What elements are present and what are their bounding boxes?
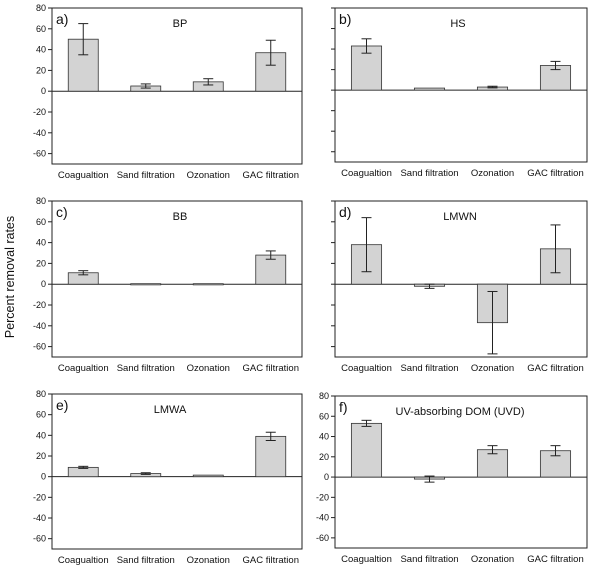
panel-c-ytick-label: 80 [36,196,46,206]
panel-f-bar [350,422,383,478]
panel-c-ytick-label: 60 [36,217,46,227]
panel-e-category-label: Sand filtration [117,555,175,566]
panel-b-title: HS [450,18,465,30]
panel-c-ytick-label: 40 [36,238,46,248]
panel-c-bar [130,283,162,286]
panel-e-category-label: Ozonation [187,555,230,566]
panel-b-category-label: Ozonation [471,168,514,179]
panel-c-bar [192,283,224,286]
panel-b-frame [334,7,588,163]
panel-a-ytick-label: 40 [36,45,46,55]
panel-c-ytick-label: 20 [36,258,46,268]
panel-e: 80 60 40 20 0 -20 -40 -60 Coagualtion Sand filtra… [33,389,303,566]
panel-f-category-label: GAC filtration [527,554,584,565]
panel-a-category-label: GAC filtration [243,170,300,181]
panel-d-frame [334,200,588,358]
panel-a-category-label: Sand filtration [117,170,175,181]
panel-d-category-label: GAC filtration [527,363,584,374]
panel-e-ytick-label: 0 [41,472,46,482]
panel-f-ytick-label: 60 [319,411,329,421]
panel-c: 80 60 40 20 0 -20 -40 -60 Coagualtion Sand filtra… [33,196,303,374]
panel-f-ytick-label: 0 [324,472,329,482]
panel-f-ytick-label: -40 [316,513,329,523]
panel-e-title: LMWA [154,404,187,416]
panel-f-title: UV-absorbing DOM (UVD) [396,406,525,418]
panel-e-ytick-label: 80 [36,389,46,399]
panel-f-ytick-label: 80 [319,391,329,401]
panel-a-ytick-label: -60 [33,149,46,159]
panel-b-category-label: Sand filtration [400,168,458,179]
panel-f-ytick-label: -20 [316,492,329,502]
panel-e-letter: e) [56,397,68,413]
panel-a-title: BP [173,18,188,30]
panel-e-ytick-label: 60 [36,410,46,420]
panel-b-category-label: Coagualtion [341,168,392,179]
panel-d-category-label: Sand filtration [400,363,458,374]
panel-e-bar [255,435,287,478]
panel-f-frame [334,395,588,549]
panel-e-ytick-label: -40 [33,513,46,523]
panel-b-bar [413,87,446,91]
panel-a: 80 60 40 20 0 -20 -40 -60 Coagualtion Sand filtra… [33,3,303,181]
panel-d-category-label: Coagualtion [341,363,392,374]
panel-d-category-label: Ozonation [471,363,514,374]
panel-d-letter: d) [339,204,351,220]
panel-a-ytick-label: 20 [36,65,46,75]
panel-d: Coagualtion Sand filtration Ozonation GAC f… [331,200,588,374]
panel-c-frame [51,200,303,358]
panel-a-ytick-label: -20 [33,107,46,117]
panel-b: Coagualtion Sand filtration Ozonation GAC f… [331,7,588,179]
panel-f-category-label: Coagualtion [341,554,392,565]
panel-d-title: LMWN [443,211,477,223]
panel-e-ytick-label: 20 [36,451,46,461]
panel-a-category-label: Coagualtion [58,170,109,181]
panel-b-bar [539,65,572,91]
panel-f-ytick-label: 20 [319,452,329,462]
panel-e-ytick-label: -20 [33,492,46,502]
panel-f-category-label: Sand filtration [400,554,458,565]
panel-b-letter: b) [339,11,351,27]
panel-a-ytick-label: 0 [41,86,46,96]
panel-e-bar [192,474,224,478]
panel-f-letter: f) [339,399,348,415]
panel-a-ytick-label: 80 [36,3,46,13]
panel-c-letter: c) [56,204,68,220]
panel-f-ytick-label: 40 [319,432,329,442]
panel-c-ytick-label: -40 [33,321,46,331]
panel-f-category-label: Ozonation [471,554,514,565]
panel-e-category-label: GAC filtration [243,555,300,566]
panel-c-ytick-label: -60 [33,342,46,352]
panel-c-category-label: Coagualtion [58,363,109,374]
panel-f-bar [476,449,509,478]
panel-f: 80 60 40 20 0 -20 -40 -60 Coagualtion Sand filtra… [316,391,588,565]
panel-e-ytick-label: 40 [36,430,46,440]
y-axis-label: Percent removal rates [3,216,17,338]
panel-c-title: BB [173,211,188,223]
panel-a-letter: a) [56,11,68,27]
panel-c-ytick-label: -20 [33,300,46,310]
panel-e-category-label: Coagualtion [58,555,109,566]
panel-a-ytick-label: -40 [33,128,46,138]
panel-f-ytick-label: -60 [316,533,329,543]
panel-e-ytick-label: -60 [33,534,46,544]
panel-c-bar [255,254,287,285]
panel-c-category-label: Sand filtration [117,363,175,374]
panel-c-ytick-label: 0 [41,279,46,289]
panel-a-ytick-label: 60 [36,24,46,34]
panel-c-category-label: GAC filtration [243,363,300,374]
panel-c-category-label: Ozonation [187,363,230,374]
panel-b-category-label: GAC filtration [527,168,584,179]
panel-e-frame [51,393,303,550]
panel-a-frame [51,7,303,165]
panel-a-category-label: Ozonation [187,170,230,181]
